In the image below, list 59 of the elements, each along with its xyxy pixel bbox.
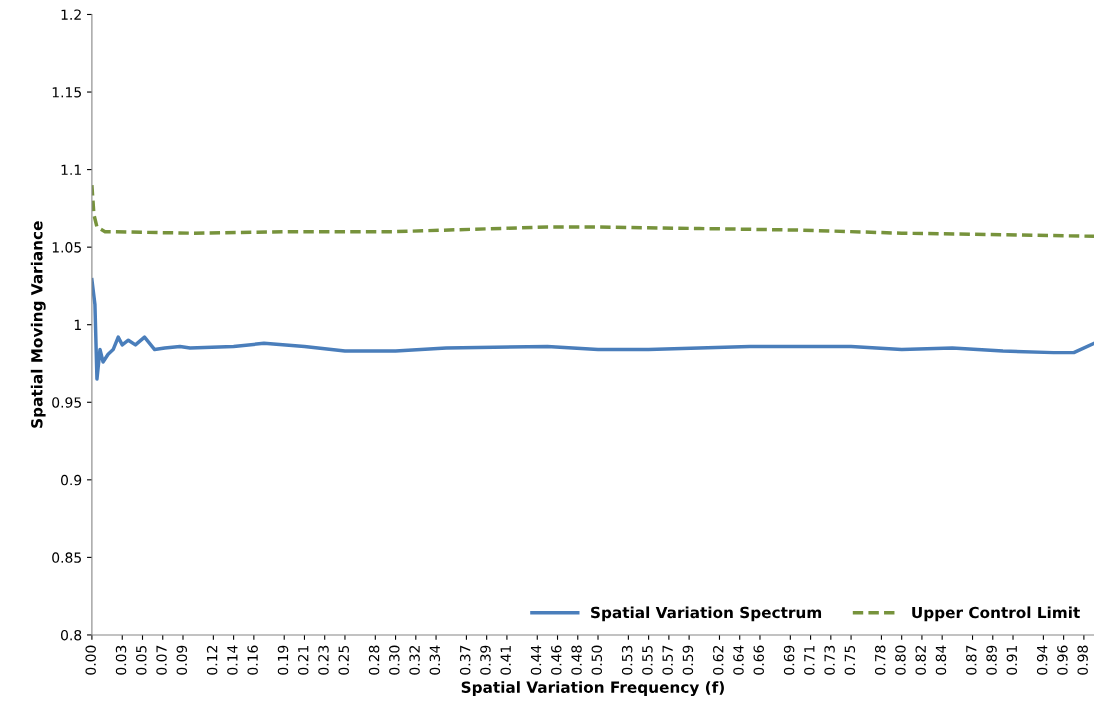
line-series [91,277,1094,381]
x-tick-label: 0.94 [1036,645,1048,675]
x-tick-label: 0.23 [318,645,329,675]
y-tick-label: 1.05 [52,242,81,253]
x-tick-label: 0.80 [895,645,906,675]
x-tick-label: 0.69 [783,645,795,675]
x-tick-label: 0.34 [429,645,441,675]
x-tick-label: 0.48 [571,645,582,675]
x-tick-label: 0.50 [591,645,603,675]
y-tick-label: 0.9 [61,474,82,486]
x-tick-label: 0.75 [844,645,856,675]
y-tick-label: 0.8 [61,629,82,641]
x-tick-label: 0.44 [530,645,542,675]
x-tick-label: 0.96 [1057,645,1068,675]
x-tick-label: 0.64 [733,645,744,675]
x-tick-label: 0.57 [662,645,673,675]
y-axis-title: Spatial Moving Variance [30,221,46,428]
x-tick-label: 0.59 [682,645,694,675]
x-tick-label: 0.98 [1077,645,1088,675]
y-tick-label: 0.95 [52,397,81,408]
x-tick-label: 0.37 [459,645,471,675]
x-tick-label: 0.62 [713,646,724,675]
x-tick-label: 0.25 [338,645,349,675]
x-tick-label: 0.00 [85,645,96,675]
line-series [91,183,1094,239]
x-tick-label: 0.09 [176,645,188,675]
y-tick-label: 1 [74,319,81,330]
x-tick-label: 0.07 [156,645,167,675]
legend-label: Upper Control Limit [912,606,1080,622]
y-tick-label: 0.85 [52,552,81,563]
y-tick-label: 1.1 [61,164,81,175]
y-tick-label: 1.2 [61,9,81,20]
x-tick-label: 0.82 [915,646,926,675]
x-tick-label: 0.39 [480,645,491,675]
x-tick-label: 0.16 [247,645,258,675]
x-tick-label: 0.30 [389,645,400,675]
x-tick-label: 0.91 [1006,645,1018,675]
x-tick-label: 0.28 [368,645,380,675]
x-tick-label: 0.53 [621,645,633,675]
x-tick-label: 0.71 [804,645,815,675]
x-tick-label: 0.87 [966,645,977,675]
x-tick-label: 0.55 [642,645,653,675]
legend-label: Spatial Variation Spectrum [591,606,822,622]
x-tick-label: 0.73 [824,645,835,675]
x-tick-label: 0.14 [227,645,238,675]
y-tick-label: 1.15 [52,87,81,98]
x-tick-label: 0.32 [409,646,420,675]
x-tick-label: 0.05 [136,645,147,675]
x-tick-label: 0.19 [277,645,289,675]
x-tick-label: 0.66 [753,645,764,675]
x-tick-label: 0.84 [935,645,947,675]
x-axis-title: Spatial Variation Frequency (f) [461,681,724,697]
x-tick-label: 0.12 [206,646,218,675]
x-tick-label: 0.21 [297,645,309,675]
x-tick-label: 0.41 [500,645,511,675]
x-tick-label: 0.78 [874,645,886,675]
x-tick-label: 0.03 [115,645,127,675]
x-tick-label: 0.46 [551,645,562,675]
x-tick-label: 0.89 [986,645,997,675]
